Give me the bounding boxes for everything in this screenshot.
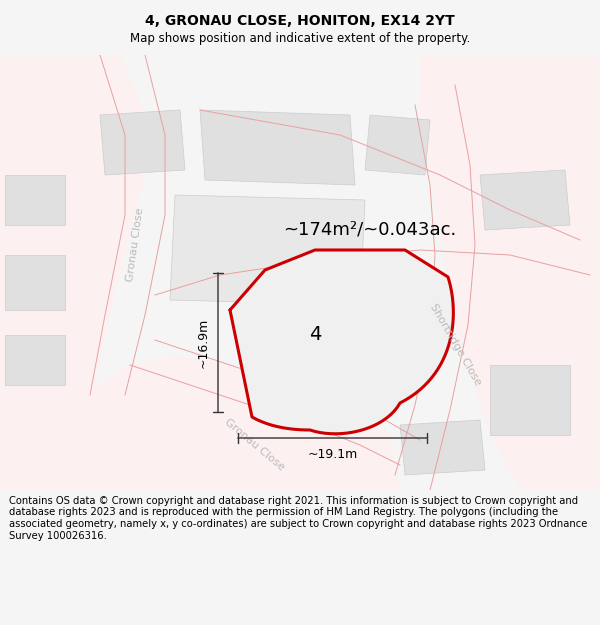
Polygon shape bbox=[365, 115, 430, 175]
Text: ~174m²/~0.043ac.: ~174m²/~0.043ac. bbox=[283, 221, 457, 239]
Polygon shape bbox=[0, 55, 145, 490]
Polygon shape bbox=[420, 55, 600, 490]
Polygon shape bbox=[480, 170, 570, 230]
Polygon shape bbox=[400, 420, 485, 475]
Text: Shortridge Close: Shortridge Close bbox=[428, 302, 482, 388]
Text: 4: 4 bbox=[309, 326, 321, 344]
Text: Gronau Close: Gronau Close bbox=[223, 417, 287, 473]
Text: ~19.1m: ~19.1m bbox=[307, 448, 358, 461]
Polygon shape bbox=[5, 335, 65, 385]
Text: Gronau Close: Gronau Close bbox=[125, 208, 145, 282]
Polygon shape bbox=[5, 175, 65, 225]
Polygon shape bbox=[200, 110, 355, 185]
Polygon shape bbox=[80, 355, 400, 490]
Polygon shape bbox=[5, 255, 65, 310]
Text: ~16.9m: ~16.9m bbox=[197, 318, 210, 368]
Polygon shape bbox=[230, 250, 454, 434]
Polygon shape bbox=[490, 365, 570, 435]
Polygon shape bbox=[100, 110, 185, 175]
Text: Contains OS data © Crown copyright and database right 2021. This information is : Contains OS data © Crown copyright and d… bbox=[9, 496, 587, 541]
Polygon shape bbox=[170, 195, 365, 305]
Text: 4, GRONAU CLOSE, HONITON, EX14 2YT: 4, GRONAU CLOSE, HONITON, EX14 2YT bbox=[145, 14, 455, 28]
Text: Map shows position and indicative extent of the property.: Map shows position and indicative extent… bbox=[130, 32, 470, 45]
